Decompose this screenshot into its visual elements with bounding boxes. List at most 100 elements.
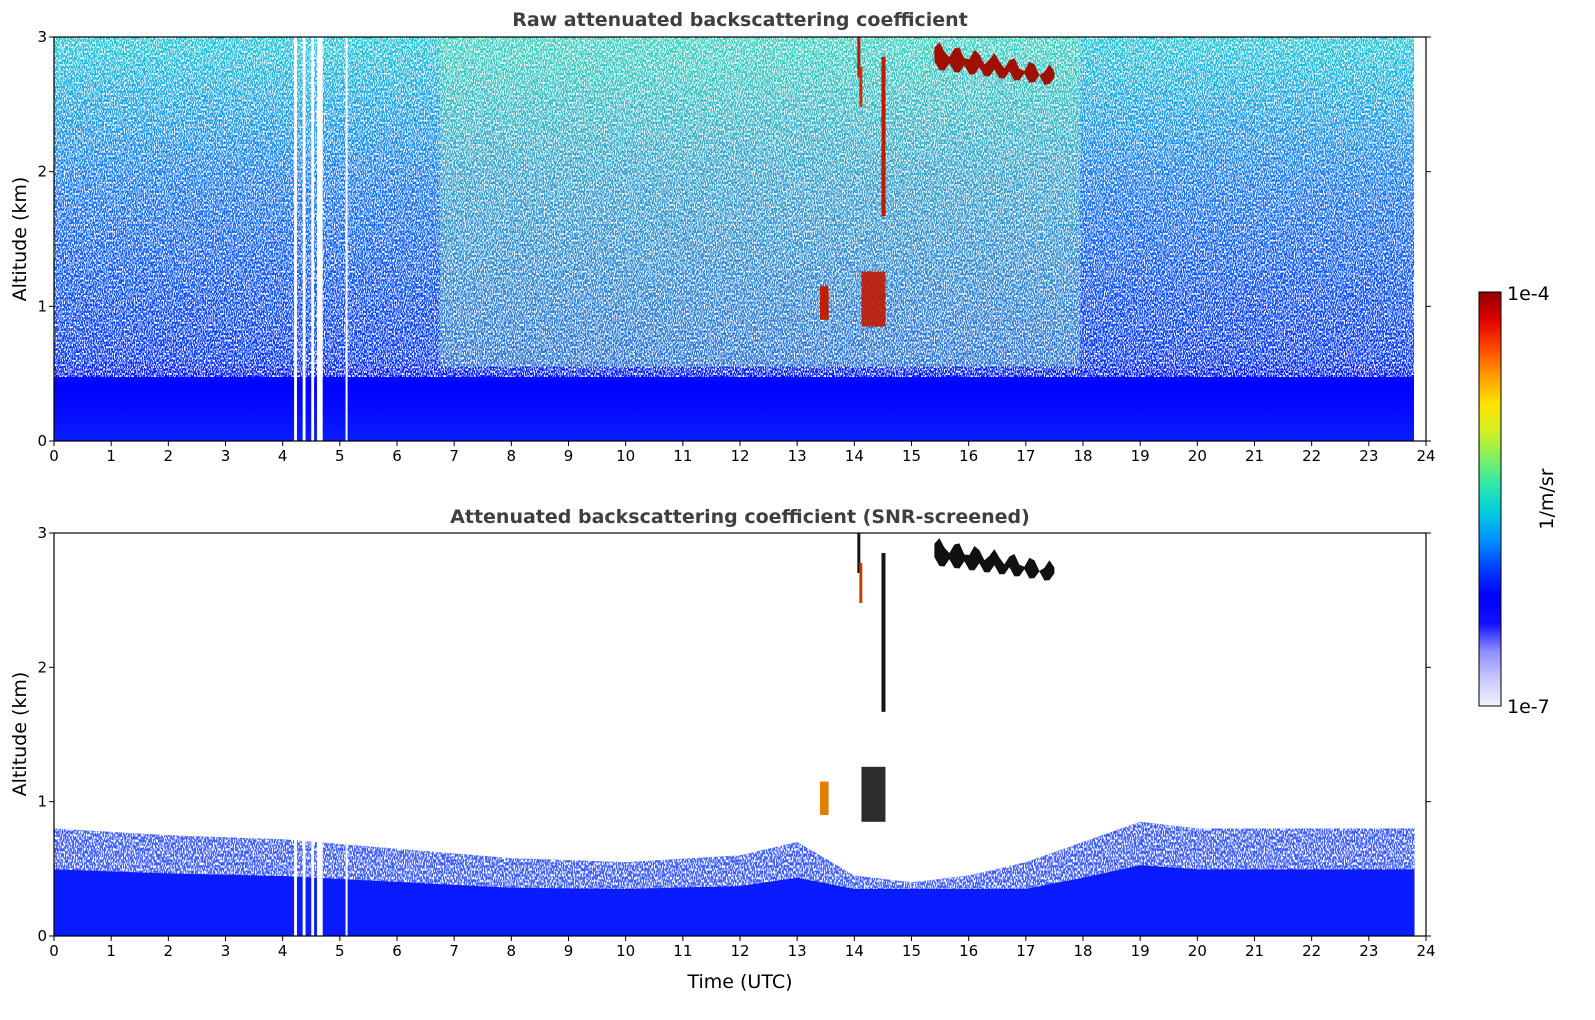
cloud-streak — [857, 533, 861, 573]
x-tick-label: 12 — [730, 942, 749, 960]
cloud-streak — [859, 67, 863, 107]
panel-screened-ylabel: Altitude (km) — [9, 672, 31, 797]
x-tick-label: 18 — [1073, 942, 1092, 960]
x-tick-label: 5 — [335, 942, 345, 960]
screened-x-ticks: 0 1 2 3 4 5 6 7 8 9 10 11 12 13 14 15 16 17 18 19 20 21 22 23 24 — [49, 936, 1436, 960]
x-tick-label: 16 — [959, 447, 978, 465]
panel-raw-title: Raw attenuated backscattering coefficien… — [512, 9, 968, 31]
data-gap — [302, 835, 306, 936]
low-cloud — [820, 286, 829, 320]
x-tick-label: 1 — [106, 942, 116, 960]
x-tick-label: 4 — [278, 942, 288, 960]
panel-screened: Attenuated backscattering coefficient (S… — [9, 506, 1436, 993]
cloud-streak-base — [861, 766, 886, 822]
x-tick-label: 5 — [335, 447, 345, 465]
x-tick-label: 3 — [221, 447, 231, 465]
x-tick-label: 3 — [221, 942, 231, 960]
x-tick-label: 14 — [845, 447, 864, 465]
data-gap — [302, 37, 306, 441]
data-gap — [345, 37, 348, 441]
no-data-region — [1414, 533, 1426, 936]
data-gap — [345, 835, 348, 936]
raw-y-ticks: 0 1 2 3 — [37, 28, 1431, 450]
x-tick-label: 0 — [49, 942, 59, 960]
colorbar-unit-label: 1/m/sr — [1536, 468, 1558, 529]
x-tick-label: 18 — [1073, 447, 1092, 465]
data-gap — [311, 835, 315, 936]
low-cloud — [820, 781, 829, 816]
panel-raw-ylabel: Altitude (km) — [9, 177, 31, 302]
cloud-streak — [881, 553, 886, 712]
screened-y-ticks: 0 1 2 3 — [37, 524, 1431, 945]
x-tick-label: 17 — [1016, 447, 1035, 465]
x-tick-label: 20 — [1188, 447, 1207, 465]
data-gap — [294, 835, 297, 936]
raw-cloud-features — [820, 37, 1055, 327]
elevated-cloud — [934, 42, 1055, 85]
x-tick-label: 20 — [1188, 942, 1207, 960]
y-tick-label: 0 — [37, 432, 47, 450]
y-tick-label: 1 — [37, 297, 47, 315]
x-tick-label: 24 — [1416, 942, 1435, 960]
no-data-region — [1414, 37, 1426, 441]
x-tick-label: 11 — [673, 942, 692, 960]
x-tick-label: 7 — [449, 942, 459, 960]
x-tick-label: 4 — [278, 447, 288, 465]
x-tick-label: 2 — [164, 447, 174, 465]
x-tick-label: 7 — [449, 447, 459, 465]
y-tick-label: 2 — [37, 658, 47, 676]
x-tick-label: 15 — [902, 447, 921, 465]
x-tick-label: 15 — [902, 942, 921, 960]
cloud-streak-base — [861, 271, 886, 327]
x-tick-label: 14 — [845, 942, 864, 960]
y-tick-label: 3 — [37, 524, 47, 542]
elevated-cloud — [934, 538, 1055, 581]
data-gap — [316, 835, 323, 936]
x-tick-label: 9 — [564, 447, 574, 465]
screened-bl-core — [54, 865, 1415, 936]
x-tick-label: 9 — [564, 942, 574, 960]
screened-cloud-features — [820, 533, 1055, 822]
raw-x-ticks: 0 1 2 3 4 5 6 7 8 9 10 11 12 13 14 15 16 17 18 19 20 21 22 23 24 — [49, 441, 1436, 465]
screened-data-gaps — [294, 533, 1426, 936]
x-tick-label: 12 — [730, 447, 749, 465]
x-tick-label: 17 — [1016, 942, 1035, 960]
x-tick-label: 22 — [1302, 942, 1321, 960]
x-tick-label: 24 — [1416, 447, 1435, 465]
x-tick-label: 23 — [1359, 942, 1378, 960]
x-tick-label: 8 — [507, 942, 517, 960]
cloud-streak — [881, 57, 886, 217]
x-tick-label: 0 — [49, 447, 59, 465]
x-tick-label: 19 — [1131, 942, 1150, 960]
y-tick-label: 2 — [37, 163, 47, 181]
x-tick-label: 13 — [788, 447, 807, 465]
x-tick-label: 6 — [392, 942, 402, 960]
x-tick-label: 22 — [1302, 447, 1321, 465]
raw-data-gaps — [294, 37, 1426, 441]
x-tick-label: 21 — [1245, 447, 1264, 465]
colorbar-min-label: 1e-7 — [1507, 696, 1550, 718]
x-tick-label: 19 — [1131, 447, 1150, 465]
panel-screened-xlabel: Time (UTC) — [686, 971, 792, 993]
panel-screened-plot-area — [54, 533, 1426, 936]
panel-raw: Raw attenuated backscattering coefficien… — [9, 9, 1436, 465]
x-tick-label: 23 — [1359, 447, 1378, 465]
x-tick-label: 21 — [1245, 942, 1264, 960]
panel-raw-plot-area — [54, 37, 1426, 441]
colorbar-gradient — [1478, 291, 1502, 707]
colorbar: 1e-4 1e-7 1/m/sr — [1478, 283, 1558, 718]
x-tick-label: 1 — [106, 447, 116, 465]
cloud-streak — [859, 563, 863, 603]
x-tick-label: 11 — [673, 447, 692, 465]
x-tick-label: 16 — [959, 942, 978, 960]
data-gap — [311, 37, 315, 441]
x-tick-label: 10 — [616, 447, 635, 465]
cloud-streak — [857, 37, 861, 77]
y-tick-label: 0 — [37, 927, 47, 945]
x-tick-label: 2 — [164, 942, 174, 960]
x-tick-label: 6 — [392, 447, 402, 465]
raw-speckle-overlay — [54, 37, 1414, 377]
x-tick-label: 13 — [788, 942, 807, 960]
x-tick-label: 10 — [616, 942, 635, 960]
